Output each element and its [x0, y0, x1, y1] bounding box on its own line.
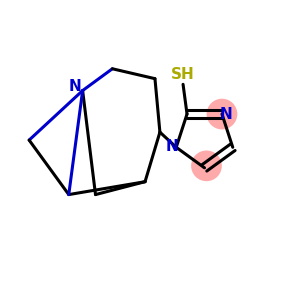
Circle shape	[191, 151, 222, 181]
Text: N: N	[220, 106, 232, 122]
Circle shape	[207, 99, 237, 129]
Text: N: N	[166, 139, 178, 154]
Text: SH: SH	[171, 67, 195, 82]
Text: N: N	[68, 79, 81, 94]
